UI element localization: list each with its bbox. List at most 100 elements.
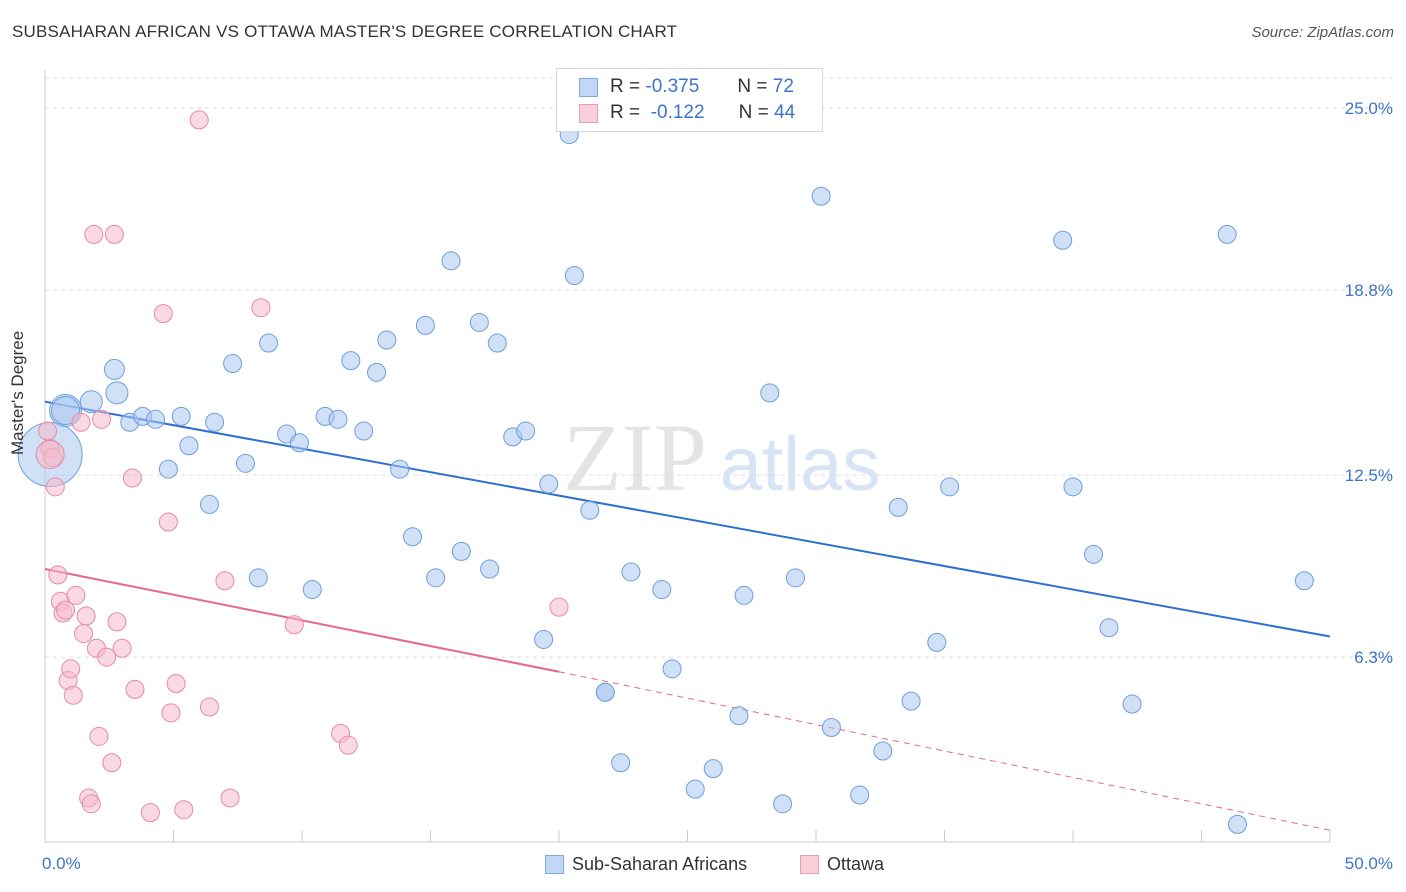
bottom-legend-swatch-ottawa	[800, 854, 819, 874]
point-subsaharan	[235, 453, 255, 473]
y-tick-label: 6.3%	[1354, 648, 1393, 667]
legend-n-label: N =	[738, 102, 769, 123]
point-subsaharan	[487, 333, 507, 353]
legend-n-value: 72	[772, 76, 794, 97]
point-ottawa	[76, 606, 96, 626]
point-subsaharan	[205, 412, 225, 432]
point-ottawa	[251, 298, 271, 318]
point-subsaharan	[821, 718, 841, 738]
legend-r-value: -0.122	[650, 102, 705, 123]
legend-r-label: R =	[610, 76, 641, 97]
point-subsaharan	[259, 333, 279, 353]
point-subsaharan	[785, 568, 805, 588]
point-ottawa	[107, 612, 127, 632]
point-subsaharan	[289, 433, 309, 453]
point-subsaharan	[390, 459, 410, 479]
point-subsaharan	[302, 580, 322, 600]
trend-line-subsaharan	[44, 400, 1331, 638]
point-subsaharan	[595, 682, 615, 702]
watermark: ZIP atlas	[563, 404, 880, 511]
point-subsaharan	[811, 186, 831, 206]
point-ottawa	[66, 585, 86, 605]
point-subsaharan	[415, 315, 435, 335]
legend-row-ottawa: R = -0.122 N = 44	[579, 100, 795, 126]
point-subsaharan	[426, 568, 446, 588]
point-ottawa	[63, 685, 83, 705]
point-ottawa	[338, 735, 358, 755]
trend-line-ottawa-extension	[558, 671, 1331, 831]
point-subsaharan	[179, 436, 199, 456]
point-ottawa	[38, 421, 58, 441]
point-subsaharan	[729, 706, 749, 726]
point-subsaharan	[223, 354, 243, 374]
point-ottawa	[97, 647, 117, 667]
point-subsaharan	[1227, 814, 1247, 834]
point-ottawa	[45, 477, 65, 497]
point-subsaharan	[341, 351, 361, 371]
point-subsaharan	[652, 580, 672, 600]
point-subsaharan	[873, 741, 893, 761]
point-ottawa	[174, 800, 194, 820]
point-subsaharan	[564, 265, 584, 285]
bottom-legend-label-subsaharan: Sub-Saharan Africans	[572, 853, 748, 874]
point-subsaharan	[1084, 544, 1104, 564]
point-subsaharan	[146, 409, 166, 429]
point-subsaharan	[539, 474, 559, 494]
legend-n-label: N =	[737, 76, 768, 97]
point-ottawa	[140, 803, 160, 823]
point-ottawa	[284, 615, 304, 635]
point-subsaharan	[773, 794, 793, 814]
point-subsaharan	[580, 500, 600, 520]
y-tick-label: 12.5%	[1345, 466, 1393, 485]
point-ottawa	[71, 412, 91, 432]
legend-r-value: -0.375	[645, 76, 700, 97]
point-subsaharan	[248, 568, 268, 588]
point-ottawa	[35, 440, 65, 470]
y-axis-label: Master's Degree	[8, 330, 27, 455]
legend-swatch-ottawa	[579, 103, 598, 123]
point-ottawa	[74, 624, 94, 644]
point-subsaharan	[534, 629, 554, 649]
point-ottawa	[89, 726, 109, 746]
watermark-zip: ZIP	[563, 404, 707, 511]
point-subsaharan	[940, 477, 960, 497]
point-subsaharan	[1099, 618, 1119, 638]
point-subsaharan	[1217, 224, 1237, 244]
point-subsaharan	[516, 421, 536, 441]
point-subsaharan	[158, 459, 178, 479]
y-tick-label: 25.0%	[1345, 99, 1393, 118]
point-subsaharan	[1053, 230, 1073, 250]
point-subsaharan	[611, 753, 631, 773]
point-subsaharan	[703, 759, 723, 779]
point-subsaharan	[888, 497, 908, 517]
point-subsaharan	[662, 659, 682, 679]
point-subsaharan	[171, 406, 191, 426]
point-subsaharan	[403, 527, 423, 547]
point-ottawa	[48, 565, 68, 585]
point-ottawa	[84, 224, 104, 244]
point-ottawa	[189, 110, 209, 130]
point-ottawa	[102, 753, 122, 773]
point-subsaharan	[734, 585, 754, 605]
point-subsaharan	[685, 779, 705, 799]
bottom-legend-ottawa: Ottawa	[800, 852, 884, 876]
y-tick-label: 18.8%	[1345, 281, 1393, 300]
point-ottawa	[549, 597, 569, 617]
legend-n-value: 44	[774, 102, 796, 123]
point-subsaharan	[1063, 477, 1083, 497]
watermark-atlas: atlas	[720, 422, 881, 507]
point-ottawa	[92, 409, 112, 429]
point-subsaharan	[621, 562, 641, 582]
tick-labels: 6.3% 12.5% 18.8% 25.0% 0.0% 50.0%	[42, 99, 1393, 873]
x-tick-label: 50.0%	[1345, 854, 1393, 873]
point-subsaharan	[850, 785, 870, 805]
point-ottawa	[112, 638, 132, 658]
bottom-legend-label-ottawa: Ottawa	[827, 853, 885, 874]
gridlines	[45, 77, 1392, 658]
chart-title: SUBSAHARAN AFRICAN VS OTTAWA MASTER'S DE…	[12, 22, 678, 41]
point-ottawa	[166, 673, 186, 693]
point-subsaharan	[105, 381, 129, 405]
point-ottawa	[104, 224, 124, 244]
point-ottawa	[122, 468, 142, 488]
